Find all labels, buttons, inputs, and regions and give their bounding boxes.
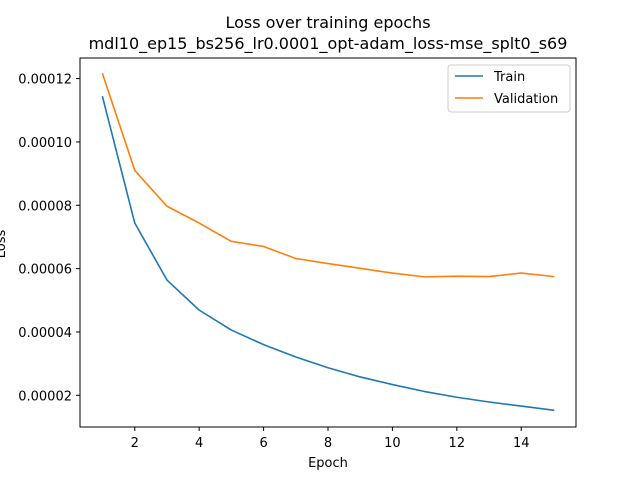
x-tick-label: 14 bbox=[513, 436, 530, 451]
x-tick-label: 12 bbox=[449, 436, 466, 451]
x-tick-label: 6 bbox=[259, 436, 267, 451]
x-tick-label: 10 bbox=[384, 436, 401, 451]
legend-label-validation: Validation bbox=[494, 92, 558, 107]
x-tick-label: 4 bbox=[195, 436, 203, 451]
plot-frame bbox=[79, 57, 577, 428]
legend: Train Validation bbox=[447, 64, 571, 113]
series-layer bbox=[101, 72, 555, 412]
y-tick-label: 0.00008 bbox=[18, 199, 72, 214]
series-line-train bbox=[101, 95, 555, 412]
chart-title: Loss over training epochs bbox=[225, 13, 430, 32]
y-axis-label: Loss bbox=[0, 230, 9, 259]
chart-subtitle: mdl10_ep15_bs256_lr0.0001_opt-adam_loss-… bbox=[89, 34, 568, 54]
y-tick-label: 0.00004 bbox=[18, 326, 72, 341]
plot-area bbox=[79, 57, 577, 428]
x-tick-label: 8 bbox=[324, 436, 332, 451]
x-tick-label: 2 bbox=[131, 436, 139, 451]
y-tick-label: 0.00002 bbox=[18, 389, 72, 404]
legend-label-train: Train bbox=[493, 70, 525, 85]
y-tick-label: 0.00006 bbox=[18, 263, 72, 278]
x-axis-label: Epoch bbox=[308, 456, 348, 471]
ticks-layer: 2 4 6 8 10 12 14 0.00002 0.00004 0.00006 0.00008 0.… bbox=[18, 73, 529, 451]
y-tick-label: 0.00010 bbox=[18, 136, 72, 151]
y-tick-label: 0.00012 bbox=[18, 73, 72, 88]
series-line-validation bbox=[101, 72, 555, 278]
